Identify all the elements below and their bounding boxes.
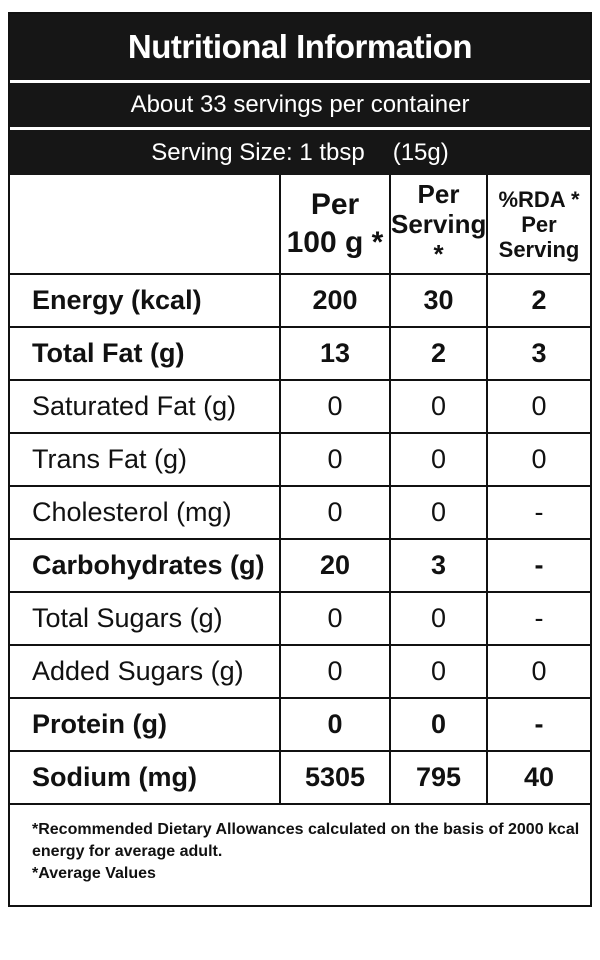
header-row: Per 100 g * Per Serving * %RDA * Per Serving [10,175,590,275]
nutrient-value: - [486,485,590,540]
nutrient-value: 3 [389,538,488,593]
nutrient-name: Trans Fat (g) [10,432,281,487]
nutrient-value: 0 [486,432,590,487]
footnote: *Recommended Dietary Allowances calculat… [32,821,580,860]
nutrient-value: 0 [389,644,488,699]
header-line: Per [310,188,360,221]
column-header: %RDA * Per Serving [486,175,590,275]
nutrient-name: Total Sugars (g) [10,591,281,646]
nutrient-value: 200 [279,273,391,328]
nutrient-row: Total Fat (g) 13 2 3 [10,326,590,381]
nutrition-label: Nutritional Information About 33 serving… [8,12,592,907]
nutrient-value: 0 [486,644,590,699]
nutrient-value: 0 [389,379,488,434]
serving-size-bar: Serving Size: 1 tbsp (15g) [10,127,590,175]
nutrient-value: 13 [279,326,391,381]
nutrient-value: 2 [486,273,590,328]
nutrition-table: Per 100 g * Per Serving * %RDA * Per Serving En… [10,175,590,805]
nutrient-value: 3 [486,326,590,381]
nutrient-value: 2 [389,326,488,381]
nutrient-value: 30 [389,273,488,328]
nutrient-value: - [486,538,590,593]
nutrient-value: 0 [389,697,488,752]
nutrient-row: Protein (g) 0 0- [10,697,590,752]
nutrient-name: Total Fat (g) [10,326,281,381]
nutrient-value: 0 [486,379,590,434]
header-line: %RDA * [498,186,580,212]
header-line: Per [521,211,557,237]
nutrient-value: 0 [279,379,391,434]
header-line: 100 g * [286,226,384,259]
nutrient-row: Saturated Fat (g) 0 0 0 [10,379,590,434]
nutrient-value: 0 [389,432,488,487]
nutrient-name: Sodium (mg) [10,750,281,805]
nutrient-row: Energy (kcal) 200 30 2 [10,273,590,328]
serving-size: Serving Size: 1 tbsp [151,139,365,166]
column-header: Per Serving * [389,175,488,275]
nutrient-value: - [486,591,590,646]
nutrient-value: - [486,697,590,752]
column-header: Per 100 g * [279,175,391,275]
nutrient-name: Protein (g) [10,697,281,752]
nutrient-name: Saturated Fat (g) [10,379,281,434]
title: Nutritional Information [10,14,590,80]
nutrient-value: 40 [486,750,590,805]
servings: About 33 servings per container [10,80,590,127]
header-cell [10,175,281,275]
nutrient-name: Added Sugars (g) [10,644,281,699]
nutrient-name: Cholesterol (mg) [10,485,281,540]
nutrient-row: Sodium (mg) 5305 795 40 [10,750,590,805]
nutrient-name: Carbohydrates (g) [10,538,281,593]
footnotes: *Recommended Dietary Allowances calculat… [10,805,590,905]
nutrient-row: Total Sugars (g) 0 0- [10,591,590,646]
nutrient-value: 0 [389,485,488,540]
nutrient-name: Energy (kcal) [10,273,281,328]
nutrient-value: 0 [279,432,391,487]
header-line: Serving * [391,209,487,269]
nutrient-row: Added Sugars (g) 0 0 0 [10,644,590,699]
nutrient-row: Trans Fat (g) 0 0 0 [10,432,590,487]
nutrient-value: 0 [279,591,391,646]
nutrient-value: 0 [389,591,488,646]
nutrient-row: Carbohydrates (g) 20 3- [10,538,590,593]
footnote: *Average Values [32,865,156,882]
serving-weight: (15g) [392,139,449,166]
nutrient-value: 5305 [279,750,391,805]
nutrient-value: 20 [279,538,391,593]
nutrient-row: Cholesterol (mg) 0 0- [10,485,590,540]
nutrient-value: 795 [389,750,488,805]
nutrient-value: 0 [279,644,391,699]
nutrient-value: 0 [279,697,391,752]
nutrient-value: 0 [279,485,391,540]
header-line: Per [417,179,460,209]
header-line: Serving [498,236,580,262]
